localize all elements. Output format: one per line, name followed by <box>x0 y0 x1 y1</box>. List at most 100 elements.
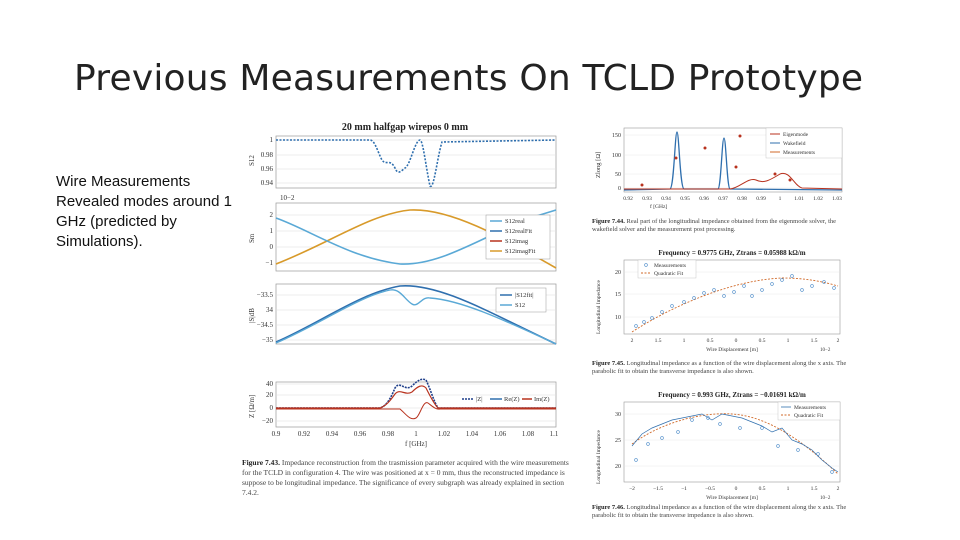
panel2-legend-entry: S12imag <box>505 238 529 245</box>
panel3-fit-curve <box>275 285 557 345</box>
rb-xtick: 1 <box>787 486 790 492</box>
rm-xtick: 1 <box>787 338 790 344</box>
rb-xtick: −1.5 <box>653 486 663 492</box>
rt-eigenmode-points <box>640 134 792 187</box>
panel2-ylabel: Sm <box>248 233 256 243</box>
slide-title: Previous Measurements On TCLD Prototype <box>74 58 864 99</box>
panel2-legend-entry: S12real <box>505 218 525 225</box>
rt-xtick: 1.02 <box>813 196 823 202</box>
rb-exponent: 10−2 <box>820 496 831 501</box>
panel2-ytick: 2 <box>270 211 274 219</box>
right-top-caption: Figure 7.44. Real part of the longitudin… <box>592 218 850 234</box>
rb-xtick: −2 <box>629 486 635 492</box>
panel4-ylabel: Z [Ω/m] <box>248 395 256 418</box>
right-bottom-figure: Frequency = 0.993 GHz, Ztrans = −0.01691… <box>596 391 841 501</box>
rm-xtick: 0 <box>735 338 738 344</box>
panel3-legend-entry: |S12fit| <box>515 292 534 299</box>
rt-legend-entry: Wakefield <box>783 140 806 147</box>
panel2-legend-entry: S12imagFit <box>505 248 536 255</box>
rt-ylabel: Zlong [Ω] <box>595 152 602 178</box>
panel4-legend-entry: Im(Z) <box>534 396 550 403</box>
rt-xlabel: f [GHz] <box>650 203 667 210</box>
rt-xtick: 0.98 <box>737 196 747 202</box>
rm-measurement-points <box>634 274 836 328</box>
panel1-ytick: 0.98 <box>261 151 274 159</box>
rb-xtick: −0.5 <box>705 486 715 492</box>
x-tick: 1 <box>414 430 418 438</box>
panel4-absz-curve <box>276 378 556 409</box>
rm-ytick: 10 <box>615 315 621 321</box>
rm-ylabel: Longitudinal Impedance <box>596 280 602 334</box>
panel4-ytick: 40 <box>266 380 274 388</box>
panel4-imz-curve <box>276 402 556 420</box>
rm-legend-entry: Measurements <box>654 263 686 269</box>
rb-xlabel: Wire Displacement [m] <box>706 495 758 501</box>
bullet-text: Wire Measurements Revealed modes around … <box>56 173 232 250</box>
rm-xlabel: Wire Displacement [m] <box>706 347 758 353</box>
panel2-legend-entry: S12realFit <box>505 228 532 235</box>
rb-ytick: 30 <box>615 412 621 418</box>
rt-xtick: 1.03 <box>832 196 842 202</box>
rt-xtick: 1.01 <box>794 196 804 202</box>
rb-legend-entry: Measurements <box>794 405 826 411</box>
rt-xtick: 0.97 <box>718 196 728 202</box>
rt-xtick: 0.95 <box>680 196 690 202</box>
panel-sdb: |S|dB −33.5 34 −34.5 −35 |S12fit| S12 <box>248 283 557 345</box>
caption-label: Figure 7.45. <box>592 360 625 367</box>
panel1-ytick: 0.94 <box>261 179 274 187</box>
right-mid-figure: Frequency = 0.9775 GHz, Ztrans = 0.05988… <box>596 249 841 353</box>
caption-label: Figure 7.44. <box>592 218 625 225</box>
rt-xtick: 0.99 <box>756 196 766 202</box>
rm-quadratic-fit <box>631 277 839 333</box>
rt-ytick: 100 <box>612 153 621 159</box>
panel2-ytick: 0 <box>270 243 274 251</box>
panel4-ytick: 20 <box>266 391 274 399</box>
panel4-legend: |Z| Re(Z) Im(Z) <box>462 396 550 403</box>
rb-ylabel: Longitudinal Impedance <box>596 430 602 484</box>
x-tick: 1.06 <box>494 430 507 438</box>
rm-title: Frequency = 0.9775 GHz, Ztrans = 0.05988… <box>658 249 805 257</box>
rm-ytick: 20 <box>615 270 621 276</box>
left-figure-title: 20 mm halfgap wirepos 0 mm <box>342 122 469 133</box>
panel1-s12-curve <box>276 139 557 187</box>
rb-ytick: 25 <box>615 438 621 444</box>
rt-ytick: 0 <box>618 186 621 192</box>
right-top-figure: Zlong [Ω] 150 100 50 0 Eigenmode Wakefie… <box>595 127 843 210</box>
rb-legend-entry: Quadratic Fit <box>794 413 824 419</box>
rt-xtick: 0.93 <box>642 196 652 202</box>
rm-xtick: 1.5 <box>811 338 818 344</box>
rb-measurement-points <box>634 416 834 474</box>
caption-text: Longitudinal impedance as a function of … <box>592 504 847 519</box>
panel1-ytick: 1 <box>270 136 274 144</box>
rb-title: Frequency = 0.993 GHz, Ztrans = −0.01691… <box>658 391 806 399</box>
x-tick: 0.98 <box>382 430 395 438</box>
rb-xtick: 2 <box>837 486 840 492</box>
caption-label: Figure 7.43. <box>242 458 280 467</box>
caption-label: Figure 7.46. <box>592 504 625 511</box>
panel3-legend-entry: S12 <box>515 302 525 309</box>
panel-sm: 10−2 Sm 2 1 0 −1 S12real S12realFit S12i… <box>248 194 557 272</box>
panel-s12: S12 1 0.98 0.96 0.94 <box>248 135 557 189</box>
panel3-ytick: −35 <box>262 336 273 344</box>
rt-legend-entry: Measurements <box>783 150 815 156</box>
rm-xtick: 1.5 <box>655 338 662 344</box>
rt-xtick: 0.96 <box>699 196 709 202</box>
panel3-ytick: −33.5 <box>257 291 274 299</box>
rm-ytick: 15 <box>615 292 621 298</box>
x-tick: 1.08 <box>522 430 535 438</box>
panel3-s12-curve <box>275 289 557 345</box>
rb-quadratic-fit <box>631 413 839 475</box>
rb-xtick: 0 <box>735 486 738 492</box>
panel1-ytick: 0.96 <box>261 165 274 173</box>
rt-xtick: 1 <box>779 196 782 202</box>
caption-text: Impedance reconstruction from the trasmi… <box>242 458 569 497</box>
rb-xtick: 1.5 <box>811 486 818 492</box>
rm-xtick: 1 <box>683 338 686 344</box>
panel4-legend-entry: |Z| <box>476 396 483 403</box>
x-axis-label: f [GHz] <box>405 440 427 448</box>
rt-xtick: 0.94 <box>661 196 671 202</box>
panel4-legend-entry: Re(Z) <box>504 396 520 403</box>
x-tick: 0.94 <box>326 430 339 438</box>
rb-measurement-line <box>631 413 839 473</box>
rt-xtick: 0.92 <box>623 196 633 202</box>
